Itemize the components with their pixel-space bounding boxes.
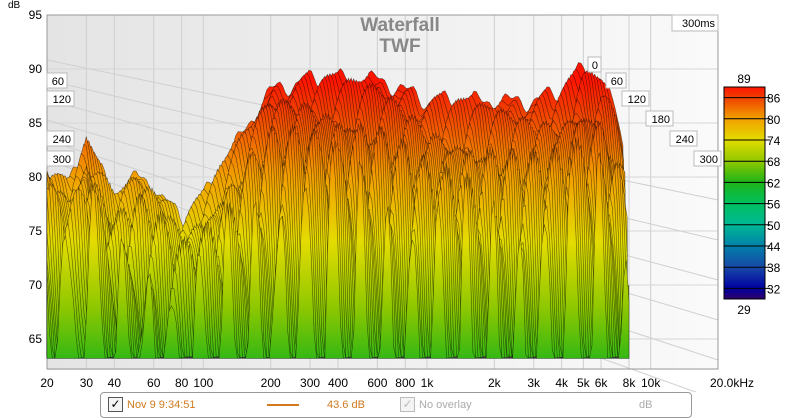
x-tick-label: 4k — [555, 376, 569, 390]
x-tick-label: 20 — [40, 376, 54, 390]
x-tick-label: 100 — [193, 376, 213, 390]
x-tick-label: 5k — [577, 376, 591, 390]
time-tick-box — [693, 150, 722, 167]
trace-color-swatch[interactable] — [267, 404, 299, 406]
waterfall-slice — [46, 146, 630, 359]
time-tick-label: 240 — [53, 134, 71, 146]
time-tick-label: 120 — [628, 94, 646, 106]
x-tick-label: 80 — [175, 376, 189, 390]
color-scale-label: 38 — [767, 261, 781, 275]
time-tick-box — [645, 110, 674, 127]
overlay-label: No overlay — [419, 399, 472, 411]
y-axis-label: dB — [8, 0, 21, 11]
measurement-value: 43.6 dB — [327, 399, 365, 411]
time-tick-box — [605, 72, 627, 89]
color-scale-label: 32 — [767, 282, 781, 296]
color-scale-label: 74 — [767, 134, 781, 148]
x-tick-label: 300 — [300, 376, 320, 390]
x-tick-label: 3k — [527, 376, 541, 390]
legend-bar: ✓ Nov 9 9:34:51 43.6 dB ✓ No overlay dB — [100, 392, 692, 418]
y-tick-label: 65 — [29, 332, 43, 346]
y-tick-label: 90 — [29, 62, 43, 76]
x-tick-label: 600 — [367, 376, 387, 390]
color-scale-label: 44 — [767, 240, 781, 254]
color-scale-label: 68 — [767, 155, 781, 169]
time-tick-box — [46, 150, 75, 167]
time-tick-label: 300 — [53, 154, 71, 166]
x-tick-label: 30 — [80, 376, 94, 390]
time-range-label: 300ms — [682, 18, 716, 30]
x-tick-label: 8k — [623, 376, 637, 390]
measurement-checkbox[interactable]: ✓ — [108, 397, 123, 412]
overlay-unit: dB — [639, 399, 653, 411]
waterfall-chart: 20 30 40 60 80 100 200 300 400 600 800 1k 2k 3k 4k 5k 6k… — [8, 0, 781, 392]
color-scale-min: 29 — [737, 303, 751, 317]
time-tick-box — [46, 130, 75, 147]
y-tick-label: 75 — [29, 224, 43, 238]
time-tick-label: 60 — [52, 76, 64, 88]
time-tick-box — [669, 130, 698, 147]
measurement-name[interactable]: Nov 9 9:34:51 — [127, 399, 196, 411]
time-tick-box — [587, 56, 602, 73]
y-tick-label: 85 — [29, 116, 43, 130]
color-scale-bar — [723, 86, 766, 300]
time-tick-box — [46, 72, 68, 89]
x-tick-label: 6k — [595, 376, 609, 390]
color-scale-label: 80 — [767, 113, 781, 127]
y-tick-label: 80 — [29, 170, 43, 184]
chart-subtitle: TWF — [379, 36, 420, 57]
x-tick-label: 200 — [261, 376, 281, 390]
x-tick-label: 10k — [641, 376, 661, 390]
time-tick-label: 0 — [592, 60, 598, 72]
x-tick-label: 1k — [421, 376, 435, 390]
chart-title: Waterfall — [360, 15, 440, 36]
time-tick-label: 60 — [611, 76, 623, 88]
x-tick-label: 400 — [328, 376, 348, 390]
x-tick-label: 20.0kHz — [710, 376, 754, 390]
time-tick-label: 300 — [700, 154, 718, 166]
time-tick-label: 180 — [652, 114, 670, 126]
x-tick-label: 40 — [108, 376, 122, 390]
color-scale-label: 86 — [767, 92, 781, 106]
x-tick-label: 60 — [147, 376, 161, 390]
time-tick-box — [621, 90, 650, 107]
x-tick-label: 2k — [488, 376, 502, 390]
x-tick-label: 800 — [395, 376, 415, 390]
y-tick-label: 70 — [29, 278, 43, 292]
time-tick-label: 240 — [676, 134, 694, 146]
time-tick-box — [46, 90, 75, 107]
time-range-box: 300ms — [671, 14, 719, 32]
time-tick-label: 120 — [53, 94, 71, 106]
color-scale-max: 89 — [737, 72, 751, 86]
y-tick-label: 95 — [29, 8, 43, 22]
color-scale-label: 50 — [767, 219, 781, 233]
color-scale-label: 56 — [767, 198, 781, 212]
color-scale-label: 62 — [767, 176, 781, 190]
overlay-checkbox[interactable]: ✓ — [400, 397, 415, 412]
